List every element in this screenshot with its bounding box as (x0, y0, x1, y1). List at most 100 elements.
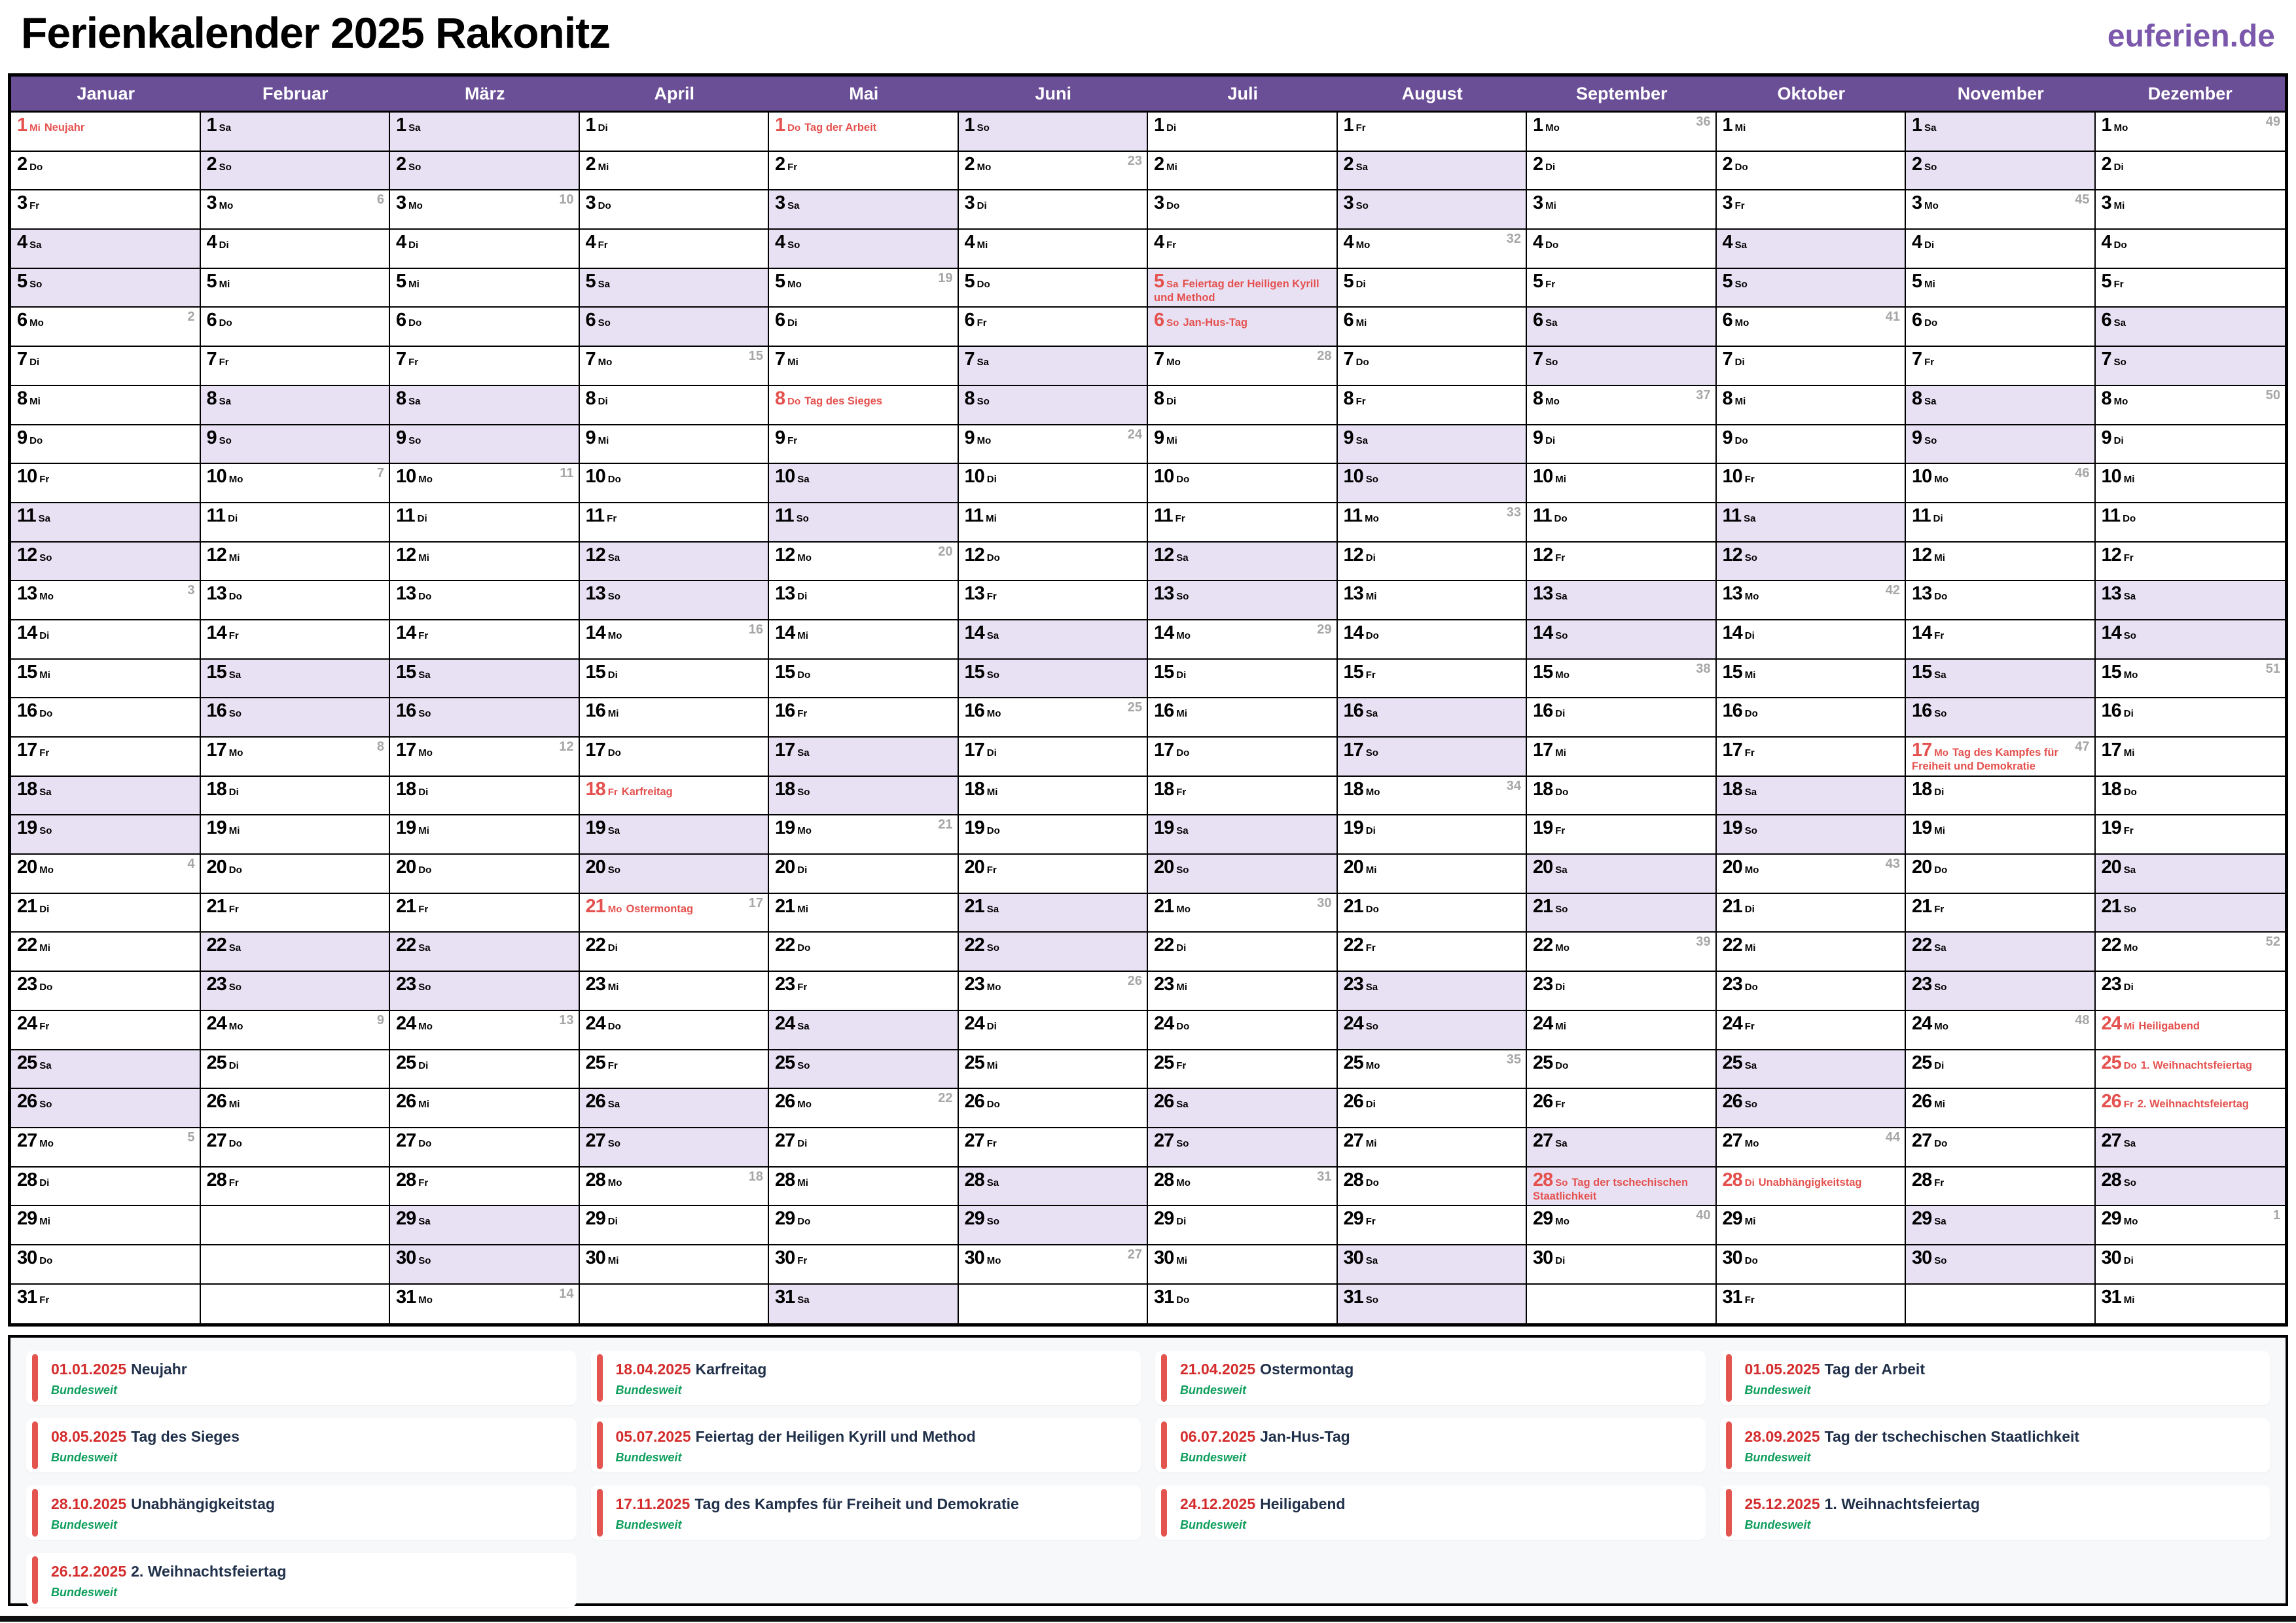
weekday-label: Mo (418, 1020, 433, 1032)
day-number: 22 (1533, 935, 1553, 956)
day-cell: 24 Mo 48 (1906, 1010, 2094, 1050)
weekday-label: Sa (219, 395, 231, 407)
day-number: 3 (206, 192, 217, 214)
weekday-label: Mo (977, 435, 992, 446)
weekday-label: Fr (418, 903, 429, 915)
weekday-label: Fr (1176, 1060, 1187, 1071)
legend-card: 21.04.2025 Ostermontag Bundesweit (1155, 1351, 1706, 1405)
day-number: 2 (1343, 153, 1354, 175)
day-number: 1 (964, 115, 975, 135)
day-number: 29 (1912, 1208, 1932, 1230)
day-number: 24 (1912, 1012, 1932, 1034)
day-cell: 28 Fr (1906, 1167, 2094, 1207)
day-number: 27 (1912, 1130, 1932, 1151)
weekday-label: Mo (1744, 591, 1759, 603)
day-number: 2 (585, 153, 596, 175)
day-number: 20 (1154, 857, 1174, 878)
day-cell: 17 Mi (2095, 738, 2285, 777)
day-cell: 30 Di (1527, 1245, 1715, 1285)
day-cell: 8 Fr (1337, 385, 1526, 425)
day-cell: 4 Sa (11, 230, 200, 269)
legend-name: 2. Weihnachtsfeiertag (131, 1563, 287, 1580)
holiday-label: 1. Weihnachtsfeiertag (2140, 1059, 2253, 1071)
day-number: 9 (1343, 427, 1354, 448)
weekday-label: Do (2123, 786, 2137, 798)
day-number: 18 (1154, 778, 1174, 800)
day-number: 2 (206, 153, 217, 175)
day-cell: 26 Mi (1906, 1089, 2094, 1128)
day-number: 19 (1343, 817, 1364, 839)
day-cell: 13 Do (200, 581, 389, 620)
day-number: 3 (2101, 192, 2112, 214)
legend-card-headline: 06.07.2025 Jan-Hus-Tag (1180, 1428, 1698, 1446)
weekday-label: Do (1365, 630, 1379, 641)
day-cell: 3 Fr (11, 190, 200, 230)
legend-card: 05.07.2025 Feiertag der Heiligen Kyrill u… (590, 1418, 1141, 1472)
weekday-label: Fr (1934, 1177, 1945, 1188)
weekday-label: Di (2123, 708, 2134, 720)
day-cell: 5 Mo 19 (769, 268, 958, 308)
legend-card: 28.10.2025 Unabhängigkeitstag Bundesweit (26, 1486, 577, 1540)
day-cell: 24 Di (958, 1010, 1147, 1050)
day-number: 16 (2101, 700, 2122, 722)
day-cell: 25 Mi (958, 1050, 1147, 1090)
day-number: 24 (1722, 1012, 1743, 1034)
day-number: 4 (396, 232, 406, 253)
weekday-label: Mi (29, 122, 41, 134)
day-cell: 19 Do (958, 815, 1147, 855)
weekday-label: Fr (418, 1177, 429, 1188)
weekday-label: Mo (797, 1099, 812, 1111)
day-cell: 26 Do (958, 1089, 1147, 1128)
day-number: 9 (1722, 427, 1733, 448)
legend-date: 01.01.2025 (51, 1361, 127, 1378)
week-number: 37 (1696, 387, 1711, 402)
weekday-label: Mi (2123, 1294, 2135, 1306)
weekday-label: Sa (986, 1177, 999, 1188)
day-cell: 7 Di (1716, 347, 1905, 386)
day-cell: 6 Fr (958, 308, 1147, 348)
day-number: 8 (1912, 387, 1922, 409)
week-number: 23 (1127, 153, 1142, 168)
month-header-row: Januar Februar März April Mai Juni Juli August S… (11, 77, 2285, 113)
day-number: 17 (1154, 740, 1174, 760)
day-number: 28 (1343, 1169, 1364, 1190)
weekday-label: Sa (29, 240, 42, 251)
day-number: 6 (2101, 310, 2112, 331)
weekday-label: So (39, 1099, 52, 1111)
day-number: 13 (1154, 583, 1174, 605)
day-cell: 29 Sa (1906, 1206, 2094, 1245)
day-cell: 1 Sa (1906, 113, 2094, 152)
day-cell: 29 Mo 1 (2095, 1206, 2285, 1245)
day-cell: 27 Mi (1337, 1128, 1526, 1168)
day-number: 11 (585, 505, 605, 526)
weekday-label: Do (986, 1099, 1000, 1111)
day-number: 16 (206, 700, 227, 722)
day-cell: 14 Di (11, 620, 200, 660)
weekday-label: Mi (986, 512, 997, 524)
weekday-label: Mo (1555, 1216, 1570, 1228)
weekday-label: Mi (228, 825, 240, 837)
day-number: 14 (1722, 622, 1743, 643)
legend-scope: Bundesweit (51, 1586, 118, 1599)
day-cell: 12 Fr (2095, 542, 2285, 582)
weekday-label: Mi (39, 1216, 50, 1228)
weekday-label: Mo (1545, 122, 1560, 134)
weekday-label: Sa (1934, 1216, 1946, 1228)
weekday-label: Mi (1744, 942, 1756, 954)
day-number: 8 (1722, 387, 1733, 409)
day-number: 12 (1343, 544, 1364, 565)
weekday-label: Mi (607, 982, 619, 993)
day-cell: 12 Sa (1148, 542, 1336, 582)
day-cell: 16 So (1906, 698, 2094, 738)
day-number: 10 (1912, 466, 1932, 488)
day-cell: 18 Di (200, 776, 389, 816)
day-number: 9 (1912, 427, 1922, 448)
day-number: 10 (206, 466, 227, 488)
legend-grid: 01.01.2025 Neujahr Bundesweit 18.04.2025 Kar… (26, 1351, 2270, 1607)
week-number: 43 (1885, 857, 1900, 872)
brand-link[interactable]: euferien.de (2107, 19, 2275, 54)
day-number: 18 (17, 778, 37, 800)
week-number: 36 (1696, 115, 1711, 129)
day-cell: 11 Do (2095, 503, 2285, 543)
day-number: 3 (1343, 192, 1354, 214)
